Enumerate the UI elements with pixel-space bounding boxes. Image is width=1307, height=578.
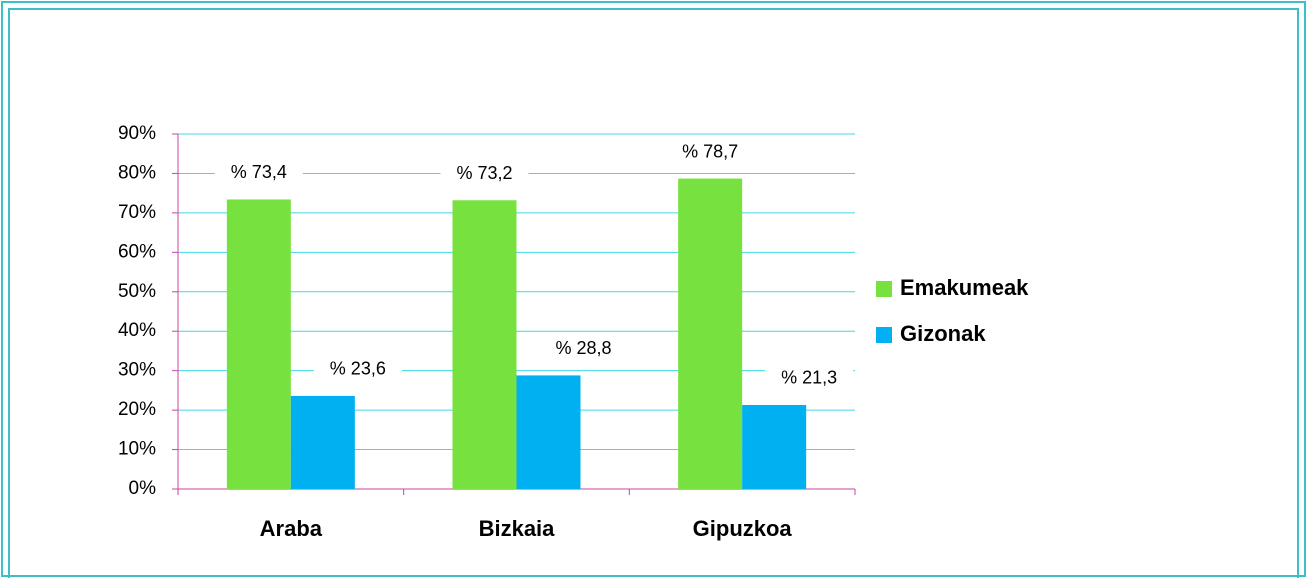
value-label-bg [313,356,402,383]
value-label: % 23,6 [330,359,386,379]
value-label: % 21,3 [781,368,837,388]
legend-label: Gizonak [900,321,986,346]
value-label-bg [539,336,628,363]
legend-swatch [876,281,892,297]
x-tick-label: Bizkaia [479,516,556,541]
legend-swatch [876,327,892,343]
y-tick-label: 60% [118,241,156,262]
value-label: % 73,4 [231,162,287,182]
y-tick-label: 40% [118,320,156,341]
bar [742,404,807,489]
bar [452,200,517,489]
y-tick-label: 0% [129,478,157,499]
x-tick-label: Araba [260,516,323,541]
legend-label: Emakumeak [900,275,1029,300]
y-tick-label: 20% [118,399,156,420]
value-label-bg [666,139,755,166]
y-tick-label: 10% [118,439,156,460]
value-label: % 78,7 [682,141,738,161]
y-tick-label: 70% [118,202,156,223]
inner-border [8,8,1299,578]
value-label: % 28,8 [555,338,611,358]
x-tick-label: Gipuzkoa [693,516,793,541]
value-label: % 73,2 [456,163,512,183]
bar [678,178,743,490]
y-tick-label: 80% [118,162,156,183]
value-label-bg [440,161,529,188]
y-tick-label: 50% [118,281,156,302]
bar [226,199,291,489]
y-tick-label: 30% [118,360,156,381]
bar [516,375,581,489]
bar [290,395,355,489]
value-label-bg [765,365,854,392]
y-tick-label: 90% [118,123,156,144]
value-label-bg [214,160,303,187]
